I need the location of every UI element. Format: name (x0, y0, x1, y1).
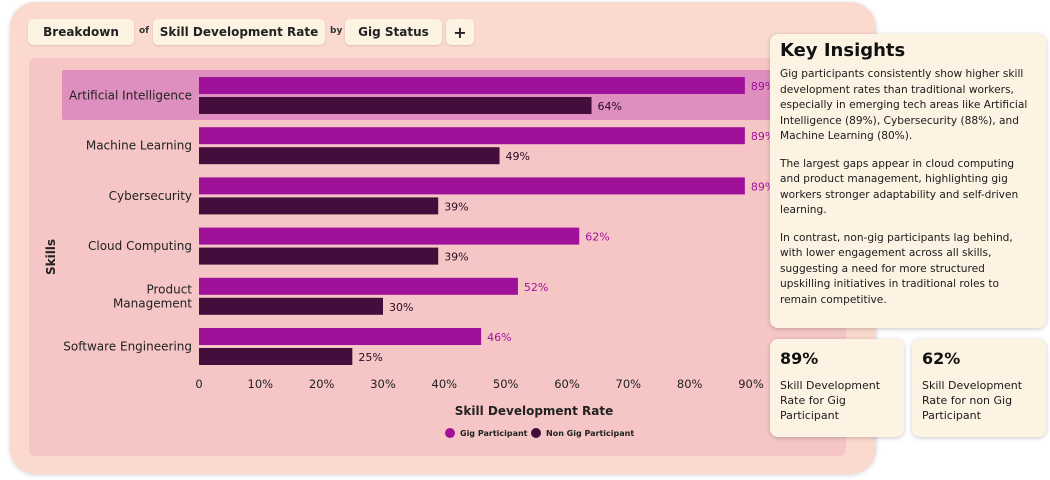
x-tick-label: 60% (554, 377, 580, 391)
category-label: Software Engineering (63, 340, 192, 354)
bar-gig-5 (199, 328, 482, 345)
legend-label-non-gig: Non Gig Participant (546, 429, 634, 438)
value-label-non-gig: 25% (358, 351, 382, 364)
bar-gig-1 (199, 127, 745, 145)
category-label: Product (146, 282, 192, 296)
chart-area: Artificial Intelligence 89% 64% Machine Lea… (29, 58, 846, 456)
bar-non-gig-1 (199, 147, 500, 165)
bar-gig-4 (199, 277, 518, 295)
bar-non-gig-3 (199, 247, 439, 265)
insights-title: Key Insights (780, 40, 906, 61)
add-breakdown-button[interactable]: + (446, 19, 474, 45)
value-label-gig: 62% (585, 231, 609, 244)
legend-label-gig: Gig Participant (460, 429, 528, 438)
value-label-non-gig: 64% (598, 100, 622, 113)
category-label: Cloud Computing (88, 239, 192, 253)
x-tick-label: 50% (493, 377, 519, 391)
x-tick-label: 90% (738, 377, 764, 391)
insight-paragraph-3: In contrast, non-gig participants lag be… (780, 231, 1013, 306)
value-label-gig: 89% (751, 180, 775, 193)
stat-label: Skill Development Rate for non Gig Parti… (922, 379, 1023, 422)
x-tick-label: 70% (616, 377, 642, 391)
value-label-gig: 52% (524, 281, 548, 294)
category-label: Machine Learning (86, 139, 192, 153)
category-label: Cybersecurity (109, 189, 192, 203)
bar-gig-0 (199, 77, 745, 94)
x-axis-title: Skill Development Rate (455, 404, 613, 418)
stat-value: 62% (922, 349, 961, 368)
value-label-gig: 89% (751, 80, 775, 93)
value-label-non-gig: 49% (506, 150, 530, 163)
key-insights-card: Key Insights Gig participants consistent… (770, 34, 1046, 328)
x-tick-label: 20% (309, 377, 335, 391)
x-tick-label: 80% (677, 377, 703, 391)
stat-card-gig: 89% Skill Development Rate for Gig Parti… (770, 339, 904, 437)
x-tick-label: 40% (432, 377, 458, 391)
x-tick-label: 30% (370, 377, 396, 391)
value-label-non-gig: 39% (444, 200, 468, 213)
metric-selector[interactable]: Skill Development Rate (153, 19, 325, 45)
stat-label: Skill Development Rate for Gig Participa… (780, 379, 881, 422)
y-axis-title: Skills (44, 239, 58, 275)
legend-swatch-non-gig (531, 428, 541, 438)
value-label-non-gig: 30% (389, 301, 413, 314)
value-label-non-gig: 39% (444, 251, 468, 264)
bar-non-gig-4 (199, 297, 383, 315)
stat-value: 89% (780, 349, 819, 368)
bar-chart: Artificial Intelligence 89% 64% Machine Lea… (44, 70, 832, 438)
bar-non-gig-0 (199, 97, 592, 114)
by-label: by (330, 26, 343, 36)
insight-paragraph-1: Gig participants consistently show highe… (780, 68, 1028, 142)
category-label: Management (113, 296, 192, 310)
breakdown-button[interactable]: Breakdown (28, 19, 134, 45)
bar-non-gig-2 (199, 197, 439, 215)
x-tick-label: 10% (248, 377, 274, 391)
insight-paragraph-2: The largest gaps appear in cloud computi… (780, 157, 1019, 217)
bar-non-gig-5 (199, 348, 353, 365)
legend-swatch-gig (445, 428, 455, 438)
value-label-gig: 46% (487, 331, 511, 344)
value-label-gig: 89% (751, 130, 775, 143)
bar-gig-2 (199, 177, 745, 195)
bar-gig-3 (199, 227, 580, 245)
x-tick-label: 0 (195, 377, 202, 391)
group-selector[interactable]: Gig Status (345, 19, 442, 45)
of-label: of (139, 26, 150, 36)
stat-card-non-gig: 62% Skill Development Rate for non Gig P… (912, 339, 1046, 437)
category-label: Artificial Intelligence (69, 89, 192, 103)
